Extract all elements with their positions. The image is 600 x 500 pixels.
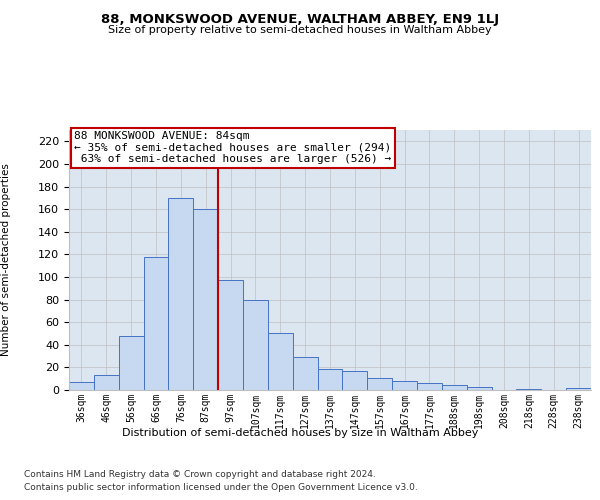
Bar [143, 256, 169, 390]
Bar [343, 371, 367, 390]
Bar [243, 300, 268, 390]
Text: 88 MONKSWOOD AVENUE: 84sqm
← 35% of semi-detached houses are smaller (294)
 63% : 88 MONKSWOOD AVENUE: 84sqm ← 35% of semi… [74, 132, 391, 164]
Text: 88, MONKSWOOD AVENUE, WALTHAM ABBEY, EN9 1LJ: 88, MONKSWOOD AVENUE, WALTHAM ABBEY, EN9… [101, 12, 499, 26]
Text: Contains public sector information licensed under the Open Government Licence v3: Contains public sector information licen… [24, 482, 418, 492]
Bar [517, 389, 541, 390]
Bar [566, 388, 591, 390]
Text: Contains HM Land Registry data © Crown copyright and database right 2024.: Contains HM Land Registry data © Crown c… [24, 470, 376, 479]
Bar [193, 209, 218, 390]
Bar [317, 368, 343, 390]
Bar [119, 336, 143, 390]
Text: Distribution of semi-detached houses by size in Waltham Abbey: Distribution of semi-detached houses by … [122, 428, 478, 438]
Text: Number of semi-detached properties: Number of semi-detached properties [1, 164, 11, 356]
Bar [94, 376, 119, 390]
Bar [442, 386, 467, 390]
Bar [392, 381, 417, 390]
Bar [417, 383, 442, 390]
Bar [69, 382, 94, 390]
Bar [268, 334, 293, 390]
Bar [218, 280, 243, 390]
Bar [367, 378, 392, 390]
Bar [169, 198, 193, 390]
Bar [467, 386, 491, 390]
Text: Size of property relative to semi-detached houses in Waltham Abbey: Size of property relative to semi-detach… [108, 25, 492, 35]
Bar [293, 357, 317, 390]
